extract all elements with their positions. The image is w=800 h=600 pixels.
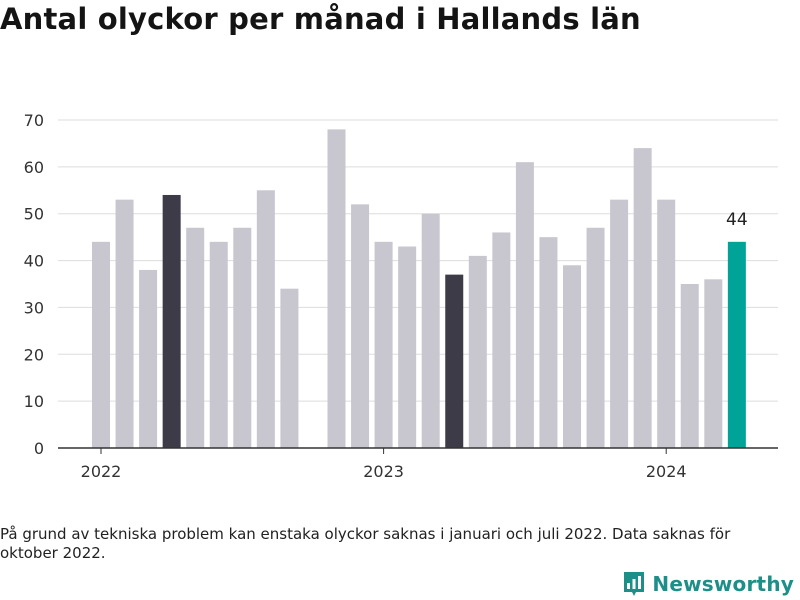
bar xyxy=(398,246,417,448)
data-label: 44 xyxy=(726,210,748,230)
bar xyxy=(209,241,228,448)
brand-name: Newsworthy xyxy=(652,572,794,596)
bar xyxy=(233,227,252,448)
bar xyxy=(327,129,346,448)
bar xyxy=(586,227,605,448)
bar xyxy=(256,190,275,449)
y-tick-label: 20 xyxy=(24,345,44,364)
bar xyxy=(727,241,746,448)
y-tick-label: 70 xyxy=(24,111,44,130)
y-axis-ticks: 0 10 20 30 40 50 60 70 xyxy=(24,111,44,458)
footnote: På grund av tekniska problem kan enstaka… xyxy=(0,525,731,562)
chart-title: Antal olyckor per månad i Hallands län xyxy=(0,2,641,36)
bar-chart: 0 10 20 30 40 50 60 70 2022 2023 2024 44 xyxy=(24,111,778,481)
bar-chart-logo-icon xyxy=(624,572,645,596)
y-tick-label: 50 xyxy=(24,205,44,224)
bar xyxy=(610,199,629,448)
y-tick-label: 60 xyxy=(24,158,44,177)
y-tick-label: 0 xyxy=(34,439,44,458)
y-tick-label: 30 xyxy=(24,298,44,317)
bar xyxy=(539,237,558,448)
bar xyxy=(704,279,723,448)
annotations: 44 xyxy=(726,210,748,230)
bar xyxy=(115,199,134,448)
bar xyxy=(139,269,158,448)
bar xyxy=(162,194,181,448)
bar xyxy=(186,227,205,448)
x-tick-label: 2024 xyxy=(646,462,687,481)
y-tick-label: 40 xyxy=(24,252,44,271)
bar xyxy=(515,162,534,448)
bar xyxy=(445,274,464,448)
bar xyxy=(657,199,676,448)
x-tick-label: 2023 xyxy=(363,462,404,481)
x-axis-ticks: 2022 2023 2024 xyxy=(81,448,687,481)
bar xyxy=(92,241,110,448)
brand-logo[interactable]: Newsworthy xyxy=(622,570,794,598)
bar xyxy=(563,265,581,448)
bar xyxy=(421,213,440,448)
bar xyxy=(374,241,393,448)
bar xyxy=(351,204,370,448)
x-tick-label: 2022 xyxy=(81,462,122,481)
y-tick-label: 10 xyxy=(24,392,44,411)
bar xyxy=(680,284,699,448)
bar xyxy=(492,232,511,448)
bar xyxy=(468,255,487,448)
bar xyxy=(280,288,299,448)
bar xyxy=(633,148,652,448)
bars xyxy=(92,129,746,449)
